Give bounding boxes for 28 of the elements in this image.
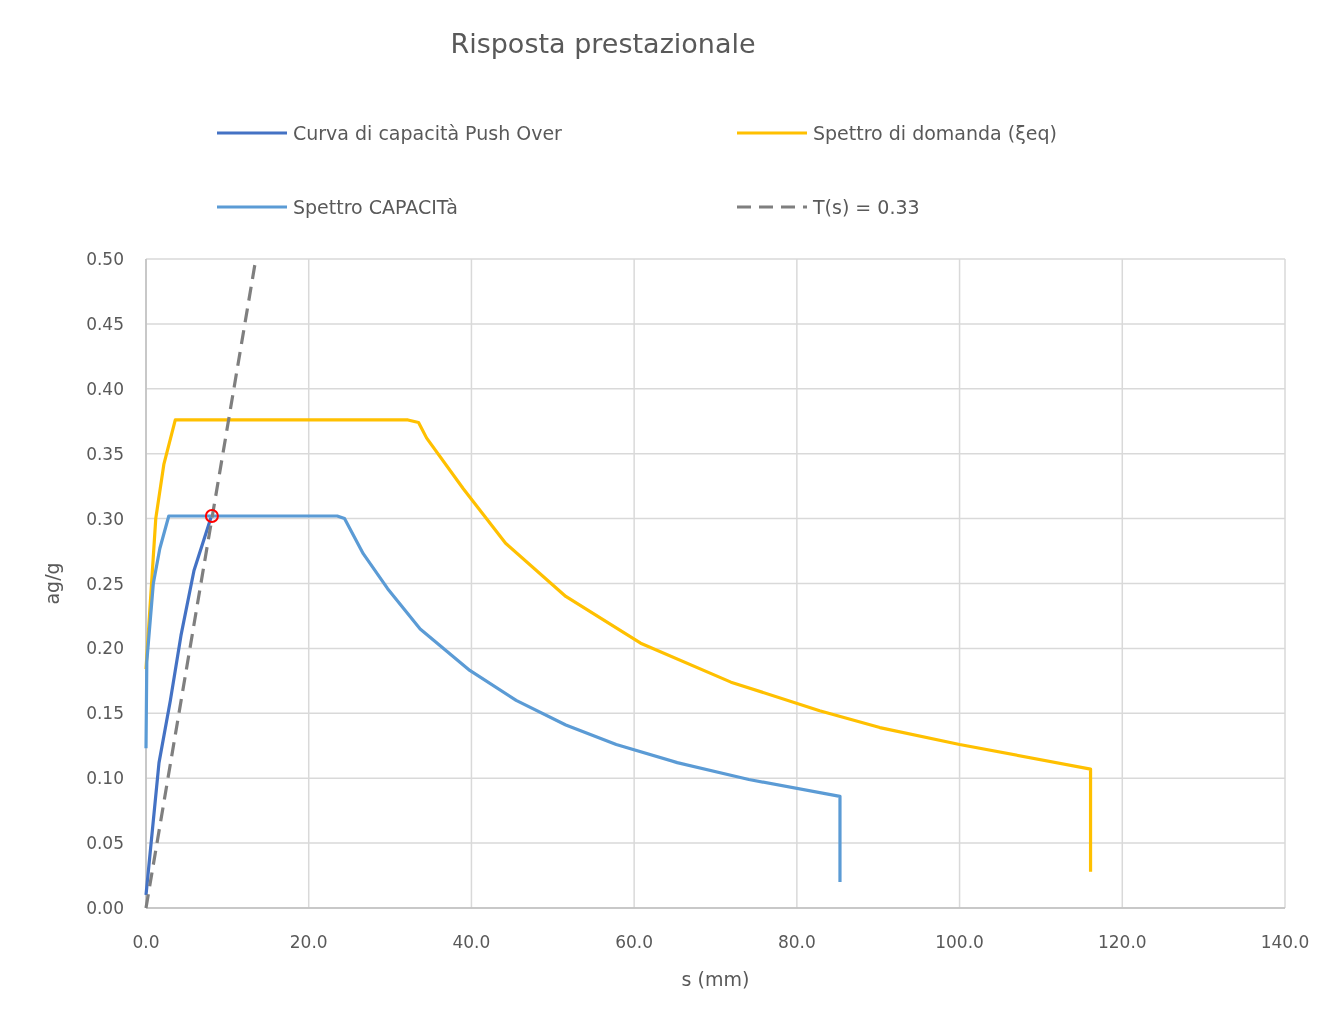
x-axis-title: s (mm) <box>681 968 750 990</box>
y-tick-label: 0.25 <box>86 573 124 594</box>
y-tick-label: 0.00 <box>86 898 124 918</box>
x-tick-label: 80.0 <box>777 932 816 952</box>
x-tick-label: 20.0 <box>289 932 328 952</box>
y-tick-label: 0.50 <box>86 249 124 269</box>
chart-title: Risposta prestazionale <box>450 28 756 59</box>
y-tick-label: 0.30 <box>86 508 124 529</box>
legend-label: Curva di capacità Push Over <box>293 122 563 144</box>
y-tick-label: 0.40 <box>86 378 124 399</box>
x-tick-label: 40.0 <box>452 932 491 952</box>
x-tick-label: 140.0 <box>1260 932 1310 952</box>
x-tick-label: 120.0 <box>1097 932 1147 952</box>
x-tick-label: 100.0 <box>935 932 984 952</box>
y-tick-label: 0.35 <box>86 443 124 464</box>
line-series <box>144 514 842 884</box>
y-tick-label: 0.45 <box>86 313 124 334</box>
y-tick-label: 0.05 <box>86 833 124 854</box>
y-axis-title: ag/g <box>41 562 63 605</box>
y-tick-label: 0.15 <box>86 703 124 724</box>
x-tick-label: 0.0 <box>132 932 160 952</box>
legend-label: T(s) = 0.33 <box>812 196 920 218</box>
y-tick-label: 0.20 <box>86 638 124 659</box>
y-tick-label: 0.10 <box>86 768 124 789</box>
legend-label: Spettro di domanda (ξeq) <box>813 122 1057 144</box>
legend-label: Spettro CAPACITà <box>293 196 458 218</box>
line-series <box>144 418 1093 874</box>
x-tick-label: 60.0 <box>615 932 654 952</box>
